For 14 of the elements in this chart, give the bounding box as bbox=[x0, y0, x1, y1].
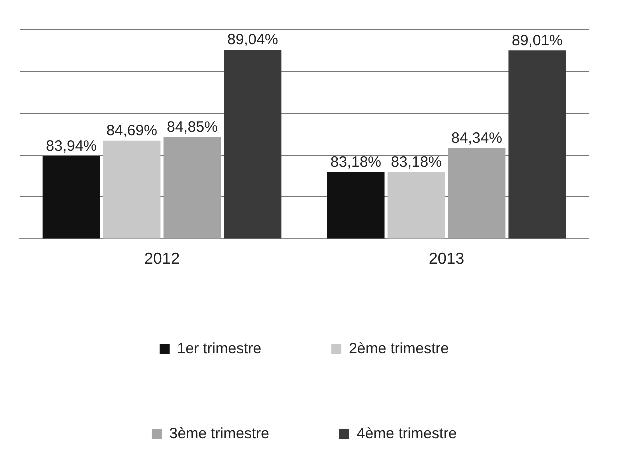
legend-label: 4ème trimestre bbox=[357, 426, 458, 443]
data-label: 84,34% bbox=[452, 130, 502, 147]
data-label: 89,01% bbox=[512, 32, 563, 50]
legend-label: 2ème trimestre bbox=[349, 340, 450, 358]
data-label: 83,94% bbox=[46, 138, 98, 156]
data-label: 84,85% bbox=[167, 119, 218, 136]
data-label: 83,18% bbox=[330, 154, 382, 172]
data-label: 83,18% bbox=[391, 154, 442, 172]
x-tick-label: 2013 bbox=[428, 250, 465, 268]
legend-label: 1er trimestre bbox=[177, 340, 262, 358]
x-tick-label: 2012 bbox=[144, 250, 180, 268]
data-label: 84,69% bbox=[106, 122, 158, 140]
legend-label: 3ème trimestre bbox=[169, 426, 270, 443]
data-label: 89,04% bbox=[227, 32, 278, 49]
